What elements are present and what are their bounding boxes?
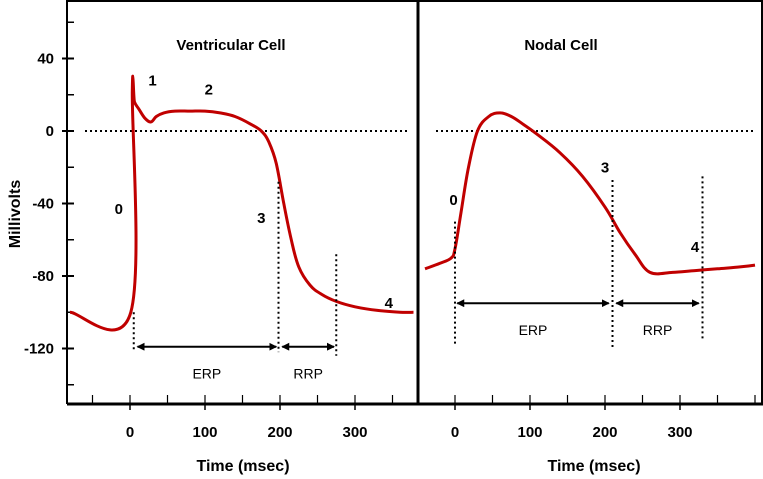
x-axis-label-nodal: Time (msec) — [547, 458, 640, 475]
ventricular-phase-2-label: 2 — [205, 81, 213, 98]
y-tick-label: -40 — [32, 196, 54, 213]
x-tick-label: 0 — [451, 424, 459, 441]
x-tick-label: 200 — [592, 424, 617, 441]
nodal-action-potential-curve — [424, 111, 756, 276]
ventricular-erp-label: ERP — [192, 366, 221, 382]
nodal-phase-4-label: 4 — [691, 239, 700, 256]
x-tick-label: 0 — [126, 424, 134, 441]
ventricular-phase-0-label: 0 — [115, 201, 123, 218]
x-tick-label: 100 — [192, 424, 217, 441]
y-tick-label: -120 — [24, 341, 54, 358]
ventricular-phase-1-label: 1 — [148, 72, 156, 89]
ventricular-phase-3-label: 3 — [257, 210, 265, 227]
nodal-rrp-label: RRP — [643, 322, 673, 338]
y-axis-label: Millivolts — [7, 180, 24, 249]
y-tick-label: -80 — [32, 268, 54, 285]
ventricular-phase-4-label: 4 — [385, 295, 394, 312]
y-tick-label: 40 — [37, 51, 54, 68]
x-axis-label-ventricular: Time (msec) — [196, 458, 289, 475]
ventricular-action-potential-curve — [69, 74, 414, 332]
nodal-phase-0-label: 0 — [449, 192, 457, 209]
nodal-phase-3-label: 3 — [601, 159, 609, 176]
nodal-erp-label: ERP — [519, 322, 548, 338]
x-tick-label: 100 — [517, 424, 542, 441]
ventricular-title: Ventricular Cell — [176, 37, 285, 54]
x-tick-label: 200 — [267, 424, 292, 441]
ventricular-rrp-label: RRP — [293, 366, 323, 382]
x-tick-label: 300 — [667, 424, 692, 441]
y-tick-label: 0 — [46, 123, 54, 140]
nodal-title: Nodal Cell — [524, 37, 597, 54]
x-tick-label: 300 — [342, 424, 367, 441]
